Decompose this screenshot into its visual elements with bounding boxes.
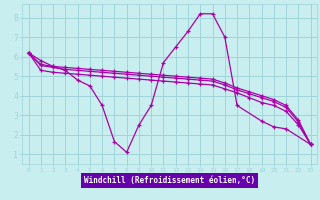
X-axis label: Windchill (Refroidissement éolien,°C): Windchill (Refroidissement éolien,°C) [84, 176, 255, 185]
